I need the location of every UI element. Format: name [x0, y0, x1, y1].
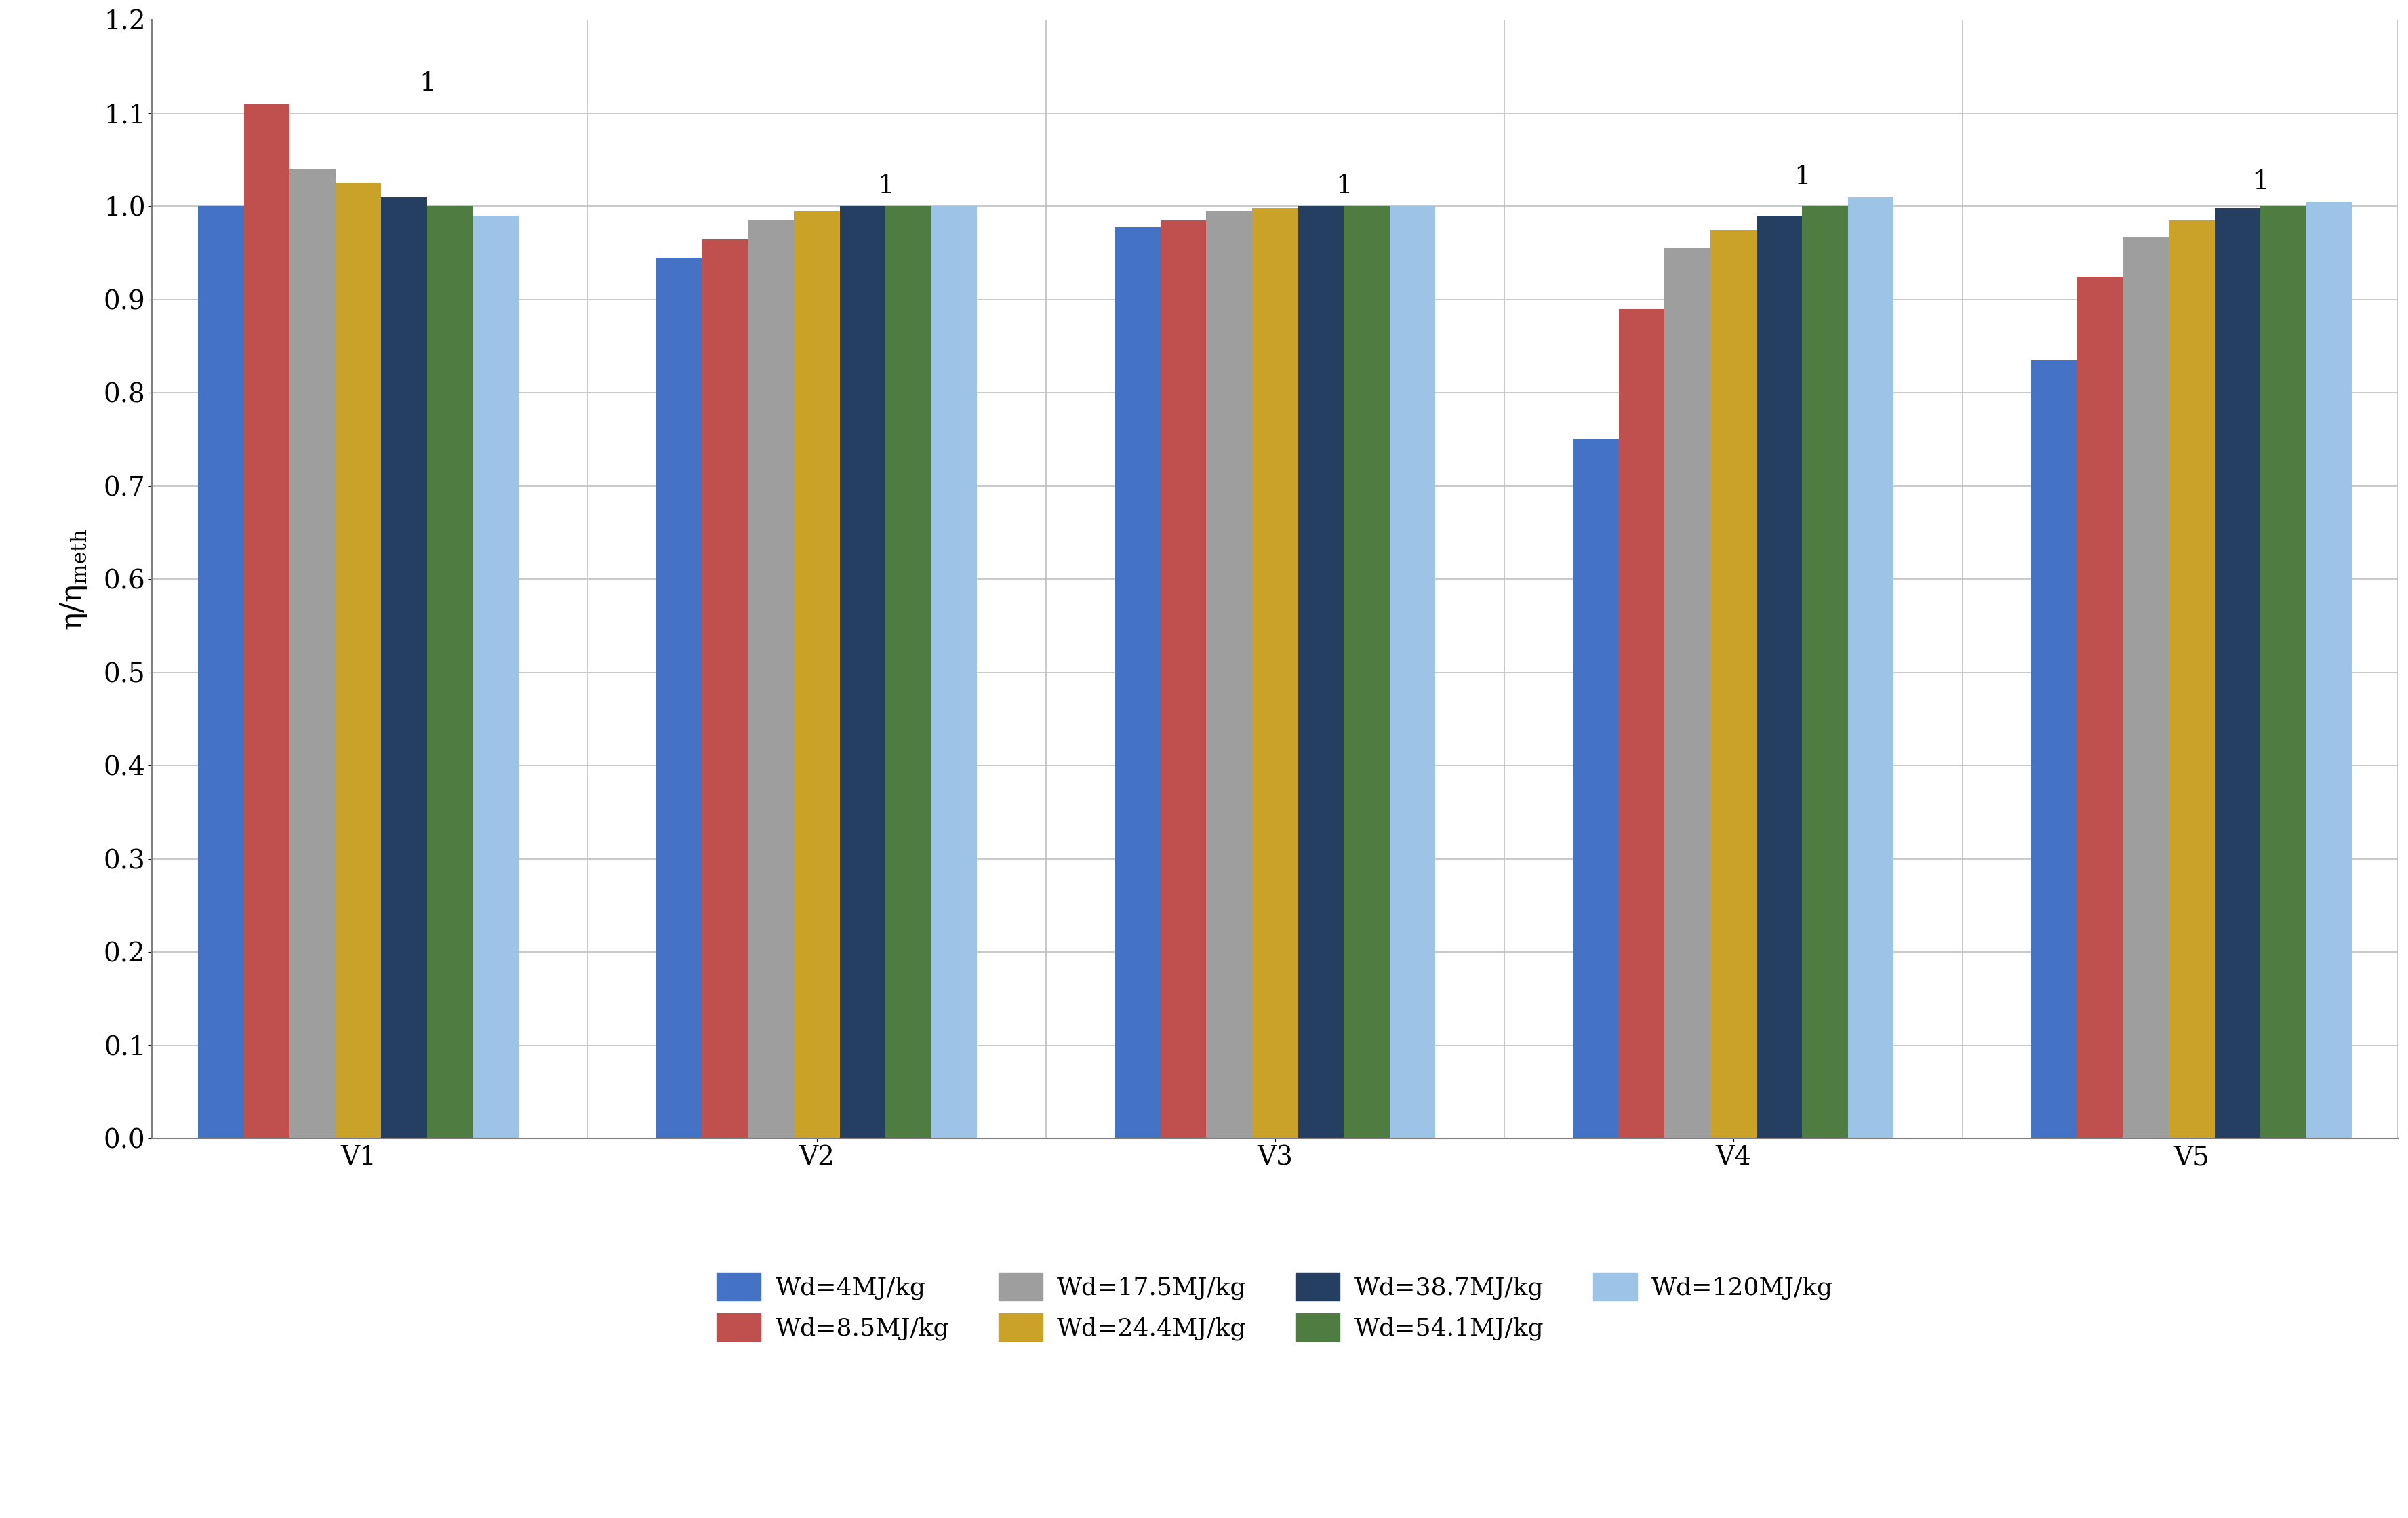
Bar — [1618, 310, 1664, 1138]
Bar — [380, 197, 426, 1138]
Bar — [840, 206, 886, 1138]
Bar — [886, 206, 932, 1138]
Bar — [703, 238, 749, 1138]
Bar — [1344, 206, 1389, 1138]
Bar — [2124, 237, 2170, 1138]
Text: 1: 1 — [419, 71, 436, 97]
Bar — [657, 258, 703, 1138]
Bar — [426, 206, 472, 1138]
Text: 1: 1 — [1336, 175, 1353, 199]
Bar — [1389, 206, 1435, 1138]
Text: 1: 1 — [1794, 164, 1811, 190]
Bar — [1572, 439, 1618, 1138]
Bar — [2170, 220, 2215, 1138]
Bar — [2032, 360, 2078, 1138]
Text: 1: 1 — [2251, 168, 2268, 194]
Bar — [197, 206, 243, 1138]
Bar — [749, 220, 795, 1138]
Y-axis label: η/η$_\mathregular{meth}$: η/η$_\mathregular{meth}$ — [58, 528, 89, 630]
Bar — [243, 103, 289, 1138]
Bar — [289, 168, 335, 1138]
Text: 1: 1 — [877, 175, 893, 199]
Bar — [1801, 206, 1847, 1138]
Bar — [932, 206, 978, 1138]
Bar — [2261, 206, 2307, 1138]
Bar — [2215, 208, 2261, 1138]
Bar — [1161, 220, 1206, 1138]
Bar — [2078, 276, 2124, 1139]
Bar — [1115, 226, 1161, 1138]
Bar — [1252, 208, 1298, 1138]
Bar — [1298, 206, 1344, 1138]
Bar — [1755, 216, 1801, 1138]
Bar — [335, 184, 380, 1138]
Legend: Wd=4MJ/kg, Wd=8.5MJ/kg, Wd=17.5MJ/kg, Wd=24.4MJ/kg, Wd=38.7MJ/kg, Wd=54.1MJ/kg, : Wd=4MJ/kg, Wd=8.5MJ/kg, Wd=17.5MJ/kg, Wd… — [708, 1263, 1842, 1351]
Bar — [795, 211, 840, 1138]
Bar — [2307, 202, 2353, 1138]
Bar — [472, 216, 518, 1138]
Bar — [1206, 211, 1252, 1138]
Bar — [1847, 197, 1893, 1138]
Bar — [1710, 229, 1755, 1138]
Bar — [1664, 249, 1710, 1138]
